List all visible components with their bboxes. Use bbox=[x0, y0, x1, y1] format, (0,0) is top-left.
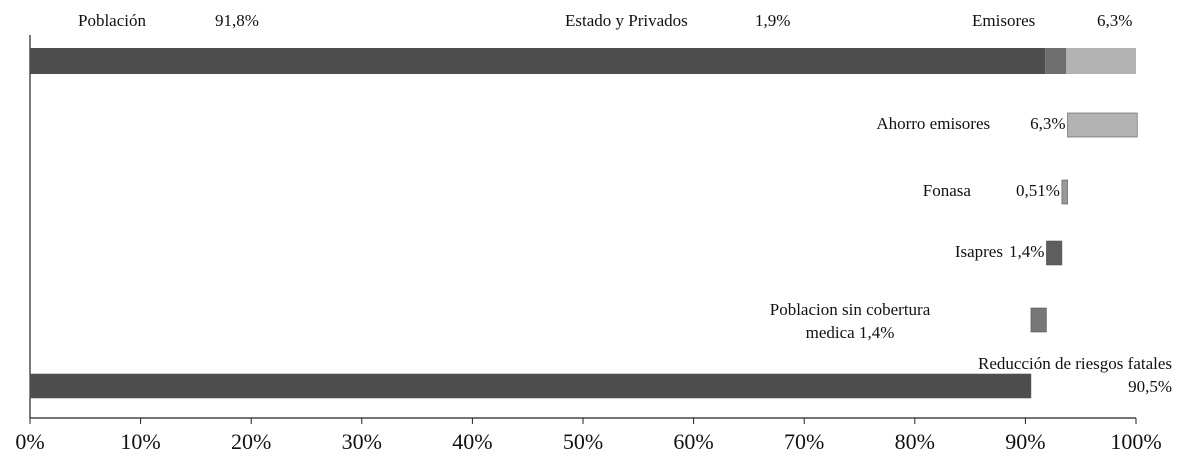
step-name: Ahorro emisores bbox=[876, 114, 990, 133]
value-label: 0,51% bbox=[1016, 181, 1060, 200]
step-name: Isapres bbox=[955, 242, 1003, 261]
x-tick-label: 60% bbox=[673, 429, 713, 454]
step-bar bbox=[29, 373, 1032, 399]
step-name: Fonasa bbox=[923, 181, 972, 200]
x-tick-label: 70% bbox=[784, 429, 824, 454]
value-label: 1,4% bbox=[1009, 242, 1044, 261]
value-label: 1,9% bbox=[755, 11, 790, 30]
x-tick-label: 30% bbox=[342, 429, 382, 454]
step-bar bbox=[1046, 240, 1063, 266]
value-label: 6,3% bbox=[1030, 114, 1065, 133]
value-label: 1,4% bbox=[858, 323, 895, 342]
x-tick-label: 10% bbox=[120, 429, 160, 454]
step-label: Poblacion sin cobertura medica 1,4% bbox=[750, 298, 950, 344]
x-tick-label: 100% bbox=[1110, 429, 1161, 454]
x-tick-label: 50% bbox=[563, 429, 603, 454]
segment-name: Población bbox=[78, 11, 146, 30]
step-label: Reducción de riesgos fatales 90,5% bbox=[978, 352, 1172, 398]
step-bar bbox=[1061, 179, 1068, 205]
bar-segment bbox=[1045, 48, 1067, 74]
value-label: 91,8% bbox=[215, 11, 259, 30]
x-tick-label: 90% bbox=[1005, 429, 1045, 454]
segment-name: Emisores bbox=[972, 11, 1035, 30]
segment-name: Estado y Privados bbox=[565, 11, 688, 30]
bar-segment bbox=[30, 48, 1046, 74]
label-name: Reducción de riesgos fatales bbox=[978, 354, 1172, 373]
step-label-text: Poblacion sin cobertura medica 1,4% bbox=[750, 298, 950, 344]
step-bar bbox=[1030, 307, 1047, 333]
x-tick-label: 40% bbox=[452, 429, 492, 454]
x-tick-label: 20% bbox=[231, 429, 271, 454]
value-label: 6,3% bbox=[1097, 11, 1132, 30]
step-label-text: Reducción de riesgos fatales 90,5% bbox=[978, 352, 1172, 398]
label-name: Poblacion sin cobertura medica bbox=[769, 300, 931, 342]
bar-segment bbox=[1066, 48, 1136, 74]
x-tick-label: 80% bbox=[895, 429, 935, 454]
x-tick-label: 0% bbox=[15, 429, 44, 454]
value-label: 90,5% bbox=[1128, 377, 1172, 396]
step-bar bbox=[1067, 112, 1138, 138]
